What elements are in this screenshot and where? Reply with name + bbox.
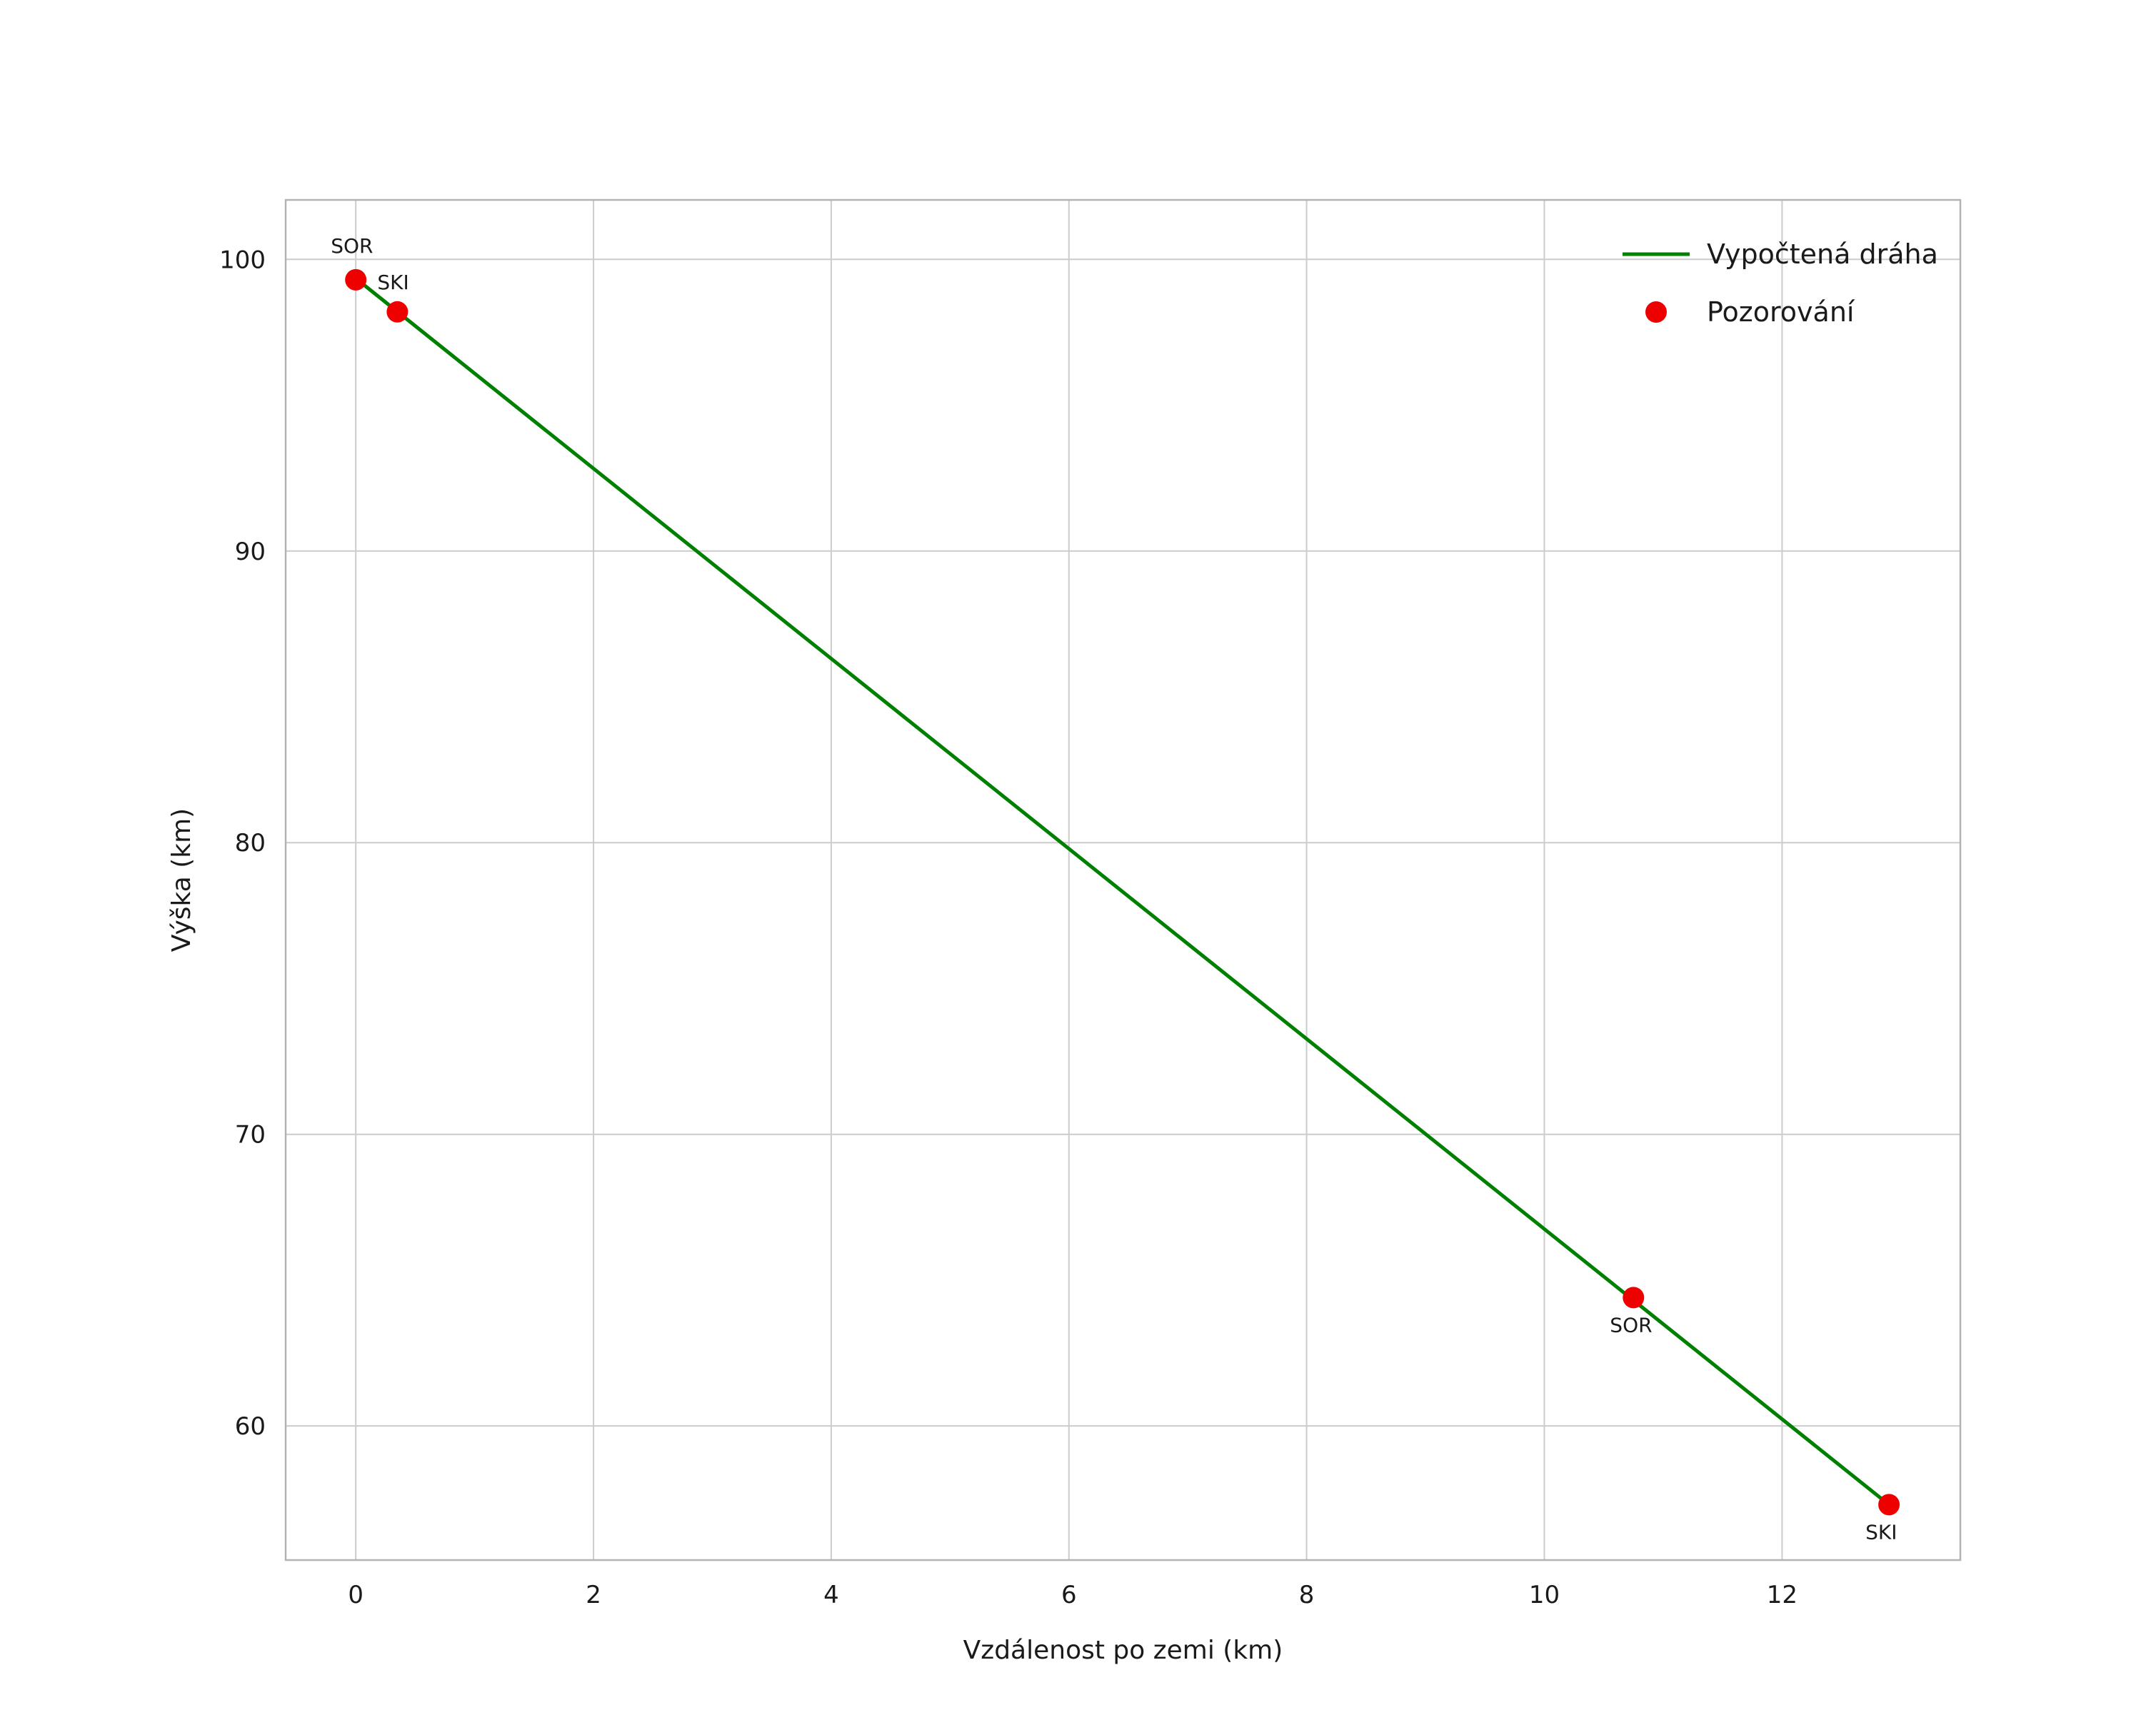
y-tick-label: 90 <box>235 538 266 566</box>
x-tick-label: 0 <box>348 1581 363 1609</box>
x-tick-label: 10 <box>1529 1581 1560 1609</box>
observation-point <box>345 268 367 291</box>
x-tick-label: 4 <box>823 1581 839 1609</box>
x-tick-label: 12 <box>1767 1581 1797 1609</box>
legend-label: Vypočtená dráha <box>1707 238 1938 270</box>
observation-point <box>1878 1494 1900 1516</box>
legend-label: Pozorování <box>1707 296 1855 328</box>
y-tick-label: 60 <box>235 1412 266 1441</box>
observation-point <box>386 301 408 323</box>
y-tick-label: 70 <box>235 1121 266 1150</box>
y-axis-label: Výška (km) <box>167 808 196 952</box>
x-tick-label: 8 <box>1299 1581 1315 1609</box>
x-tick-label: 6 <box>1061 1581 1077 1609</box>
x-tick-label: 2 <box>586 1581 601 1609</box>
legend-marker-sample <box>1645 301 1667 323</box>
point-label: SOR <box>1610 1313 1652 1337</box>
observation-point <box>1623 1287 1645 1309</box>
plot-border <box>284 198 1962 1561</box>
point-label: SKI <box>377 271 408 294</box>
y-tick-label: 100 <box>219 246 266 274</box>
point-label: SOR <box>331 234 373 258</box>
point-label: SKI <box>1865 1520 1897 1544</box>
y-tick-label: 80 <box>235 829 266 858</box>
x-axis-label: Vzdálenost po zemi (km) <box>963 1636 1283 1665</box>
